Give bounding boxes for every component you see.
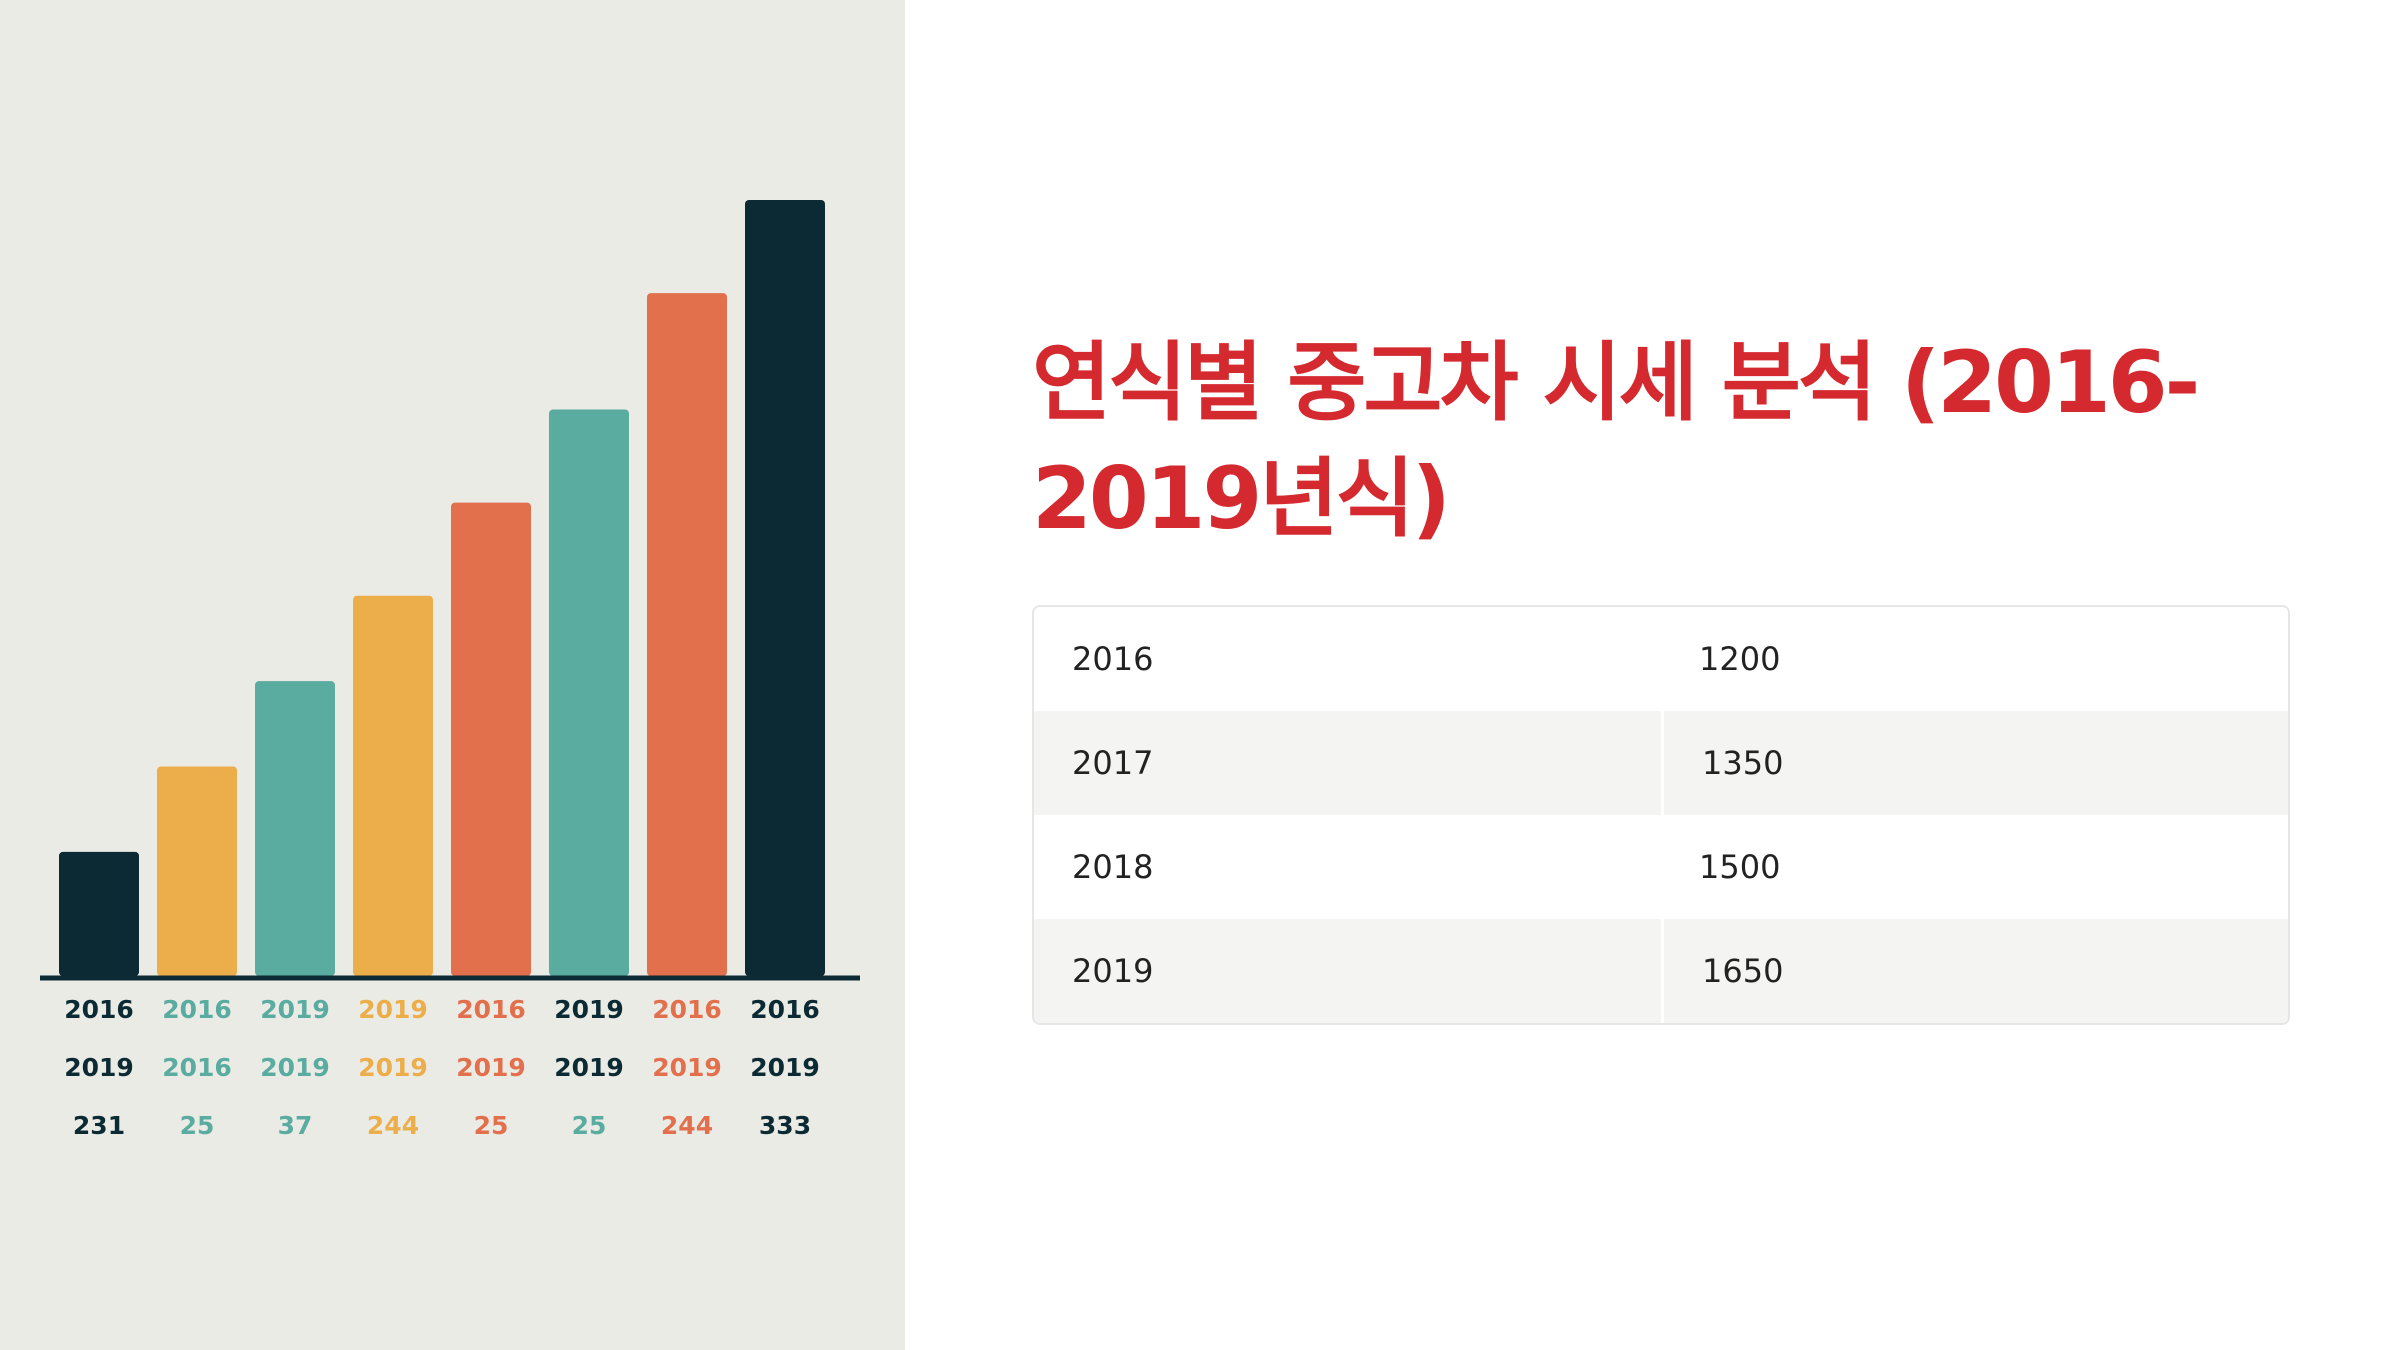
bar-4-label-1: 2019 bbox=[358, 995, 428, 1024]
table-row: 2018 1500 bbox=[1034, 815, 2288, 919]
bar-8-label-1: 2016 bbox=[750, 995, 820, 1024]
bar-6 bbox=[549, 409, 629, 976]
page-title: 연식별 중고차 시세 분석 (2016-2019년식) bbox=[1032, 333, 2200, 549]
price-cell: 1350 bbox=[1661, 711, 2288, 815]
bar-5-label-2: 2019 bbox=[456, 1053, 526, 1082]
price-table: 2016 1200 2017 1350 2018 1500 2019 1650 bbox=[1032, 605, 2290, 1025]
bar-4 bbox=[353, 595, 433, 976]
bar-3-label-3: 37 bbox=[278, 1111, 313, 1140]
table-row: 2016 1200 bbox=[1034, 607, 2288, 711]
price-cell: 1200 bbox=[1661, 607, 2288, 711]
price-cell: 1650 bbox=[1661, 919, 2288, 1023]
bar-6-label-2: 2019 bbox=[554, 1053, 624, 1082]
bar-2-label-2: 2016 bbox=[162, 1053, 232, 1082]
bar-1-label-1: 2016 bbox=[64, 995, 134, 1024]
bar-1-label-3: 231 bbox=[73, 1111, 125, 1140]
bar-3-label-2: 2019 bbox=[260, 1053, 330, 1082]
bar-5 bbox=[451, 502, 531, 976]
bar-labels: 2016 2019 231 2016 2016 25 2019 2019 37 2019 2019 2… bbox=[64, 995, 820, 1140]
bar-8-label-3: 333 bbox=[759, 1111, 811, 1140]
bar-4-label-2: 2019 bbox=[358, 1053, 428, 1082]
bar-5-label-1: 2016 bbox=[456, 995, 526, 1024]
bar-4-label-3: 244 bbox=[367, 1111, 419, 1140]
chart-panel: 2016 2019 231 2016 2016 25 2019 2019 37 2019 2019 2… bbox=[0, 0, 905, 1350]
bar-2 bbox=[157, 766, 237, 976]
bars bbox=[59, 200, 825, 976]
table-row: 2017 1350 bbox=[1034, 711, 2288, 815]
bar-6-label-1: 2019 bbox=[554, 995, 624, 1024]
bar-8-label-2: 2019 bbox=[750, 1053, 820, 1082]
year-cell: 2017 bbox=[1034, 711, 1661, 815]
year-cell: 2016 bbox=[1034, 607, 1661, 711]
bar-2-label-3: 25 bbox=[180, 1111, 215, 1140]
bar-2-label-1: 2016 bbox=[162, 995, 232, 1024]
price-cell: 1500 bbox=[1661, 815, 2288, 919]
bar-1-label-2: 2019 bbox=[64, 1053, 134, 1082]
bar-3 bbox=[255, 681, 335, 976]
table-row: 2019 1650 bbox=[1034, 919, 2288, 1023]
year-cell: 2018 bbox=[1034, 815, 1661, 919]
bar-7-label-3: 244 bbox=[661, 1111, 713, 1140]
bar-7-label-1: 2016 bbox=[652, 995, 722, 1024]
bar-chart: 2016 2019 231 2016 2016 25 2019 2019 37 2019 2019 2… bbox=[40, 200, 860, 1140]
bar-5-label-3: 25 bbox=[474, 1111, 509, 1140]
bar-8 bbox=[745, 200, 825, 976]
bar-3-label-1: 2019 bbox=[260, 995, 330, 1024]
bar-7-label-2: 2019 bbox=[652, 1053, 722, 1082]
bar-1 bbox=[59, 851, 139, 976]
bar-6-label-3: 25 bbox=[572, 1111, 607, 1140]
year-cell: 2019 bbox=[1034, 919, 1661, 1023]
bar-7 bbox=[647, 293, 727, 976]
